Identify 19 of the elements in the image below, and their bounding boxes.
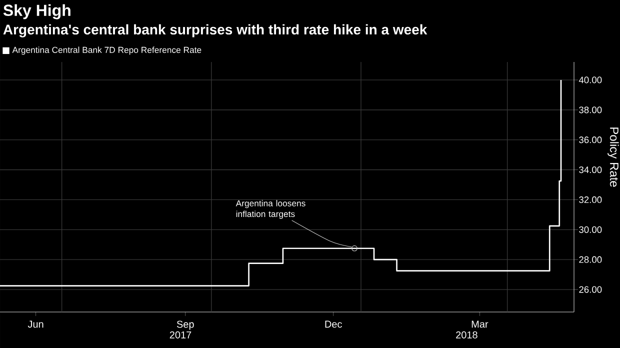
y-axis-title: Policy Rate (608, 128, 619, 187)
x-tick-label: Jun (28, 320, 44, 328)
y-tick-label: 38.00 (579, 106, 602, 114)
chart-subtitle: Argentina's central bank surprises with third rate hike in a week (3, 24, 428, 38)
y-tick-label: 26.00 (579, 286, 602, 293)
y-tick-label: 28.00 (579, 256, 602, 263)
chart-title: Sky High (3, 4, 70, 20)
x-tick-label: Mar (472, 320, 488, 328)
annotation: Argentina loosens inflation targets (236, 200, 306, 219)
x-tick-label: Sep (176, 320, 194, 330)
x2-tick-label: 2017 (170, 331, 192, 338)
x2-tick-label: 2018 (456, 331, 478, 338)
y-tick-label: 36.00 (579, 136, 602, 144)
legend-label: Argentina Central Bank 7D Repo Reference Rate (12, 46, 202, 55)
x-tick-label: Dec (325, 320, 342, 328)
y-tick-label: 32.00 (579, 196, 602, 204)
y-tick-label: 40.00 (578, 76, 602, 84)
y-tick-label: 34.00 (579, 166, 602, 174)
y-tick-label: 30.00 (579, 226, 602, 233)
